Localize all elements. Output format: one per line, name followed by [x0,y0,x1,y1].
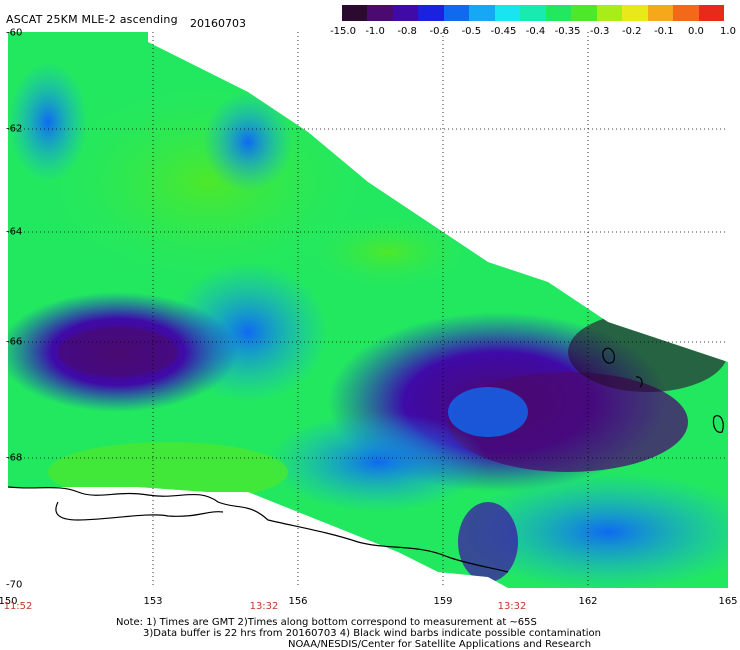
colorbar-swatch-8 [545,5,572,21]
y-tick-0: -60 [6,27,23,39]
colorbar-label-1: -1.0 [365,26,385,37]
x-tick-4: 162 [578,596,598,607]
x-tick-2: 156 [288,596,308,607]
x-tick-5: 165 [718,596,738,607]
time-label-1: 13:32 [249,601,279,612]
time-label-2: 13:32 [497,601,527,612]
colorbar-label-10: -0.1 [654,26,674,37]
colorbar-label-5: -0.45 [490,26,517,37]
colorbar-label-2: -0.8 [397,26,417,37]
colorbar-label-3: -0.6 [429,26,450,37]
colorbar-swatch-13 [673,5,699,21]
map-panel [8,32,728,588]
colorbar-label-8: -0.3 [589,26,610,37]
colorbar-label-4: -0.5 [461,26,482,37]
y-tick-5: -70 [6,579,23,591]
colorbar-swatch-2 [392,5,419,21]
wind-field [8,32,728,588]
colorbar-swatch-10 [596,5,623,21]
note-line-2: 3)Data buffer is 22 hrs from 20160703 4)… [143,628,601,639]
coastline [8,347,724,573]
colorbar-swatch-0 [342,5,368,21]
colorbar-label-9: -0.2 [621,26,642,37]
colorbar-swatch-14 [698,5,725,21]
note-line-1: Note: 1) Times are GMT 2)Times along bot… [116,617,537,628]
colorbar-swatch-7 [520,5,546,21]
y-tick-4: -68 [6,452,23,464]
x-tick-1: 153 [143,596,163,607]
y-tick-1: -62 [6,123,23,135]
colorbar-label-6: -0.4 [525,26,546,37]
colorbar-swatch-3 [418,5,444,21]
colorbar-label-12: 1.0 [720,26,736,37]
graticule [8,32,728,588]
colorbar-swatch-5 [469,5,495,21]
colorbar-swatch-4 [443,5,470,21]
time-label-0: 11:52 [3,601,33,612]
colorbar-label-11: 0.0 [687,26,704,37]
colorbar-swatch-1 [367,5,393,21]
colorbar-label-0: -15.0 [330,26,356,37]
colorbar-swatch-9 [571,5,597,21]
colorbar-label-7: -0.35 [554,26,581,37]
colorbar-swatch-6 [494,5,521,21]
colorbar-swatch-12 [647,5,674,21]
figure-date: 20160703 [190,17,246,30]
note-line-3: NOAA/NESDIS/Center for Satellite Applica… [288,639,592,650]
x-tick-0: 150 [0,596,18,607]
colorbar [342,5,725,21]
y-tick-3: -66 [6,336,23,348]
x-tick-3: 159 [433,596,453,607]
figure-title: ASCAT 25KM MLE-2 ascending [6,13,178,26]
colorbar-swatch-11 [622,5,648,21]
y-tick-2: -64 [6,226,23,238]
